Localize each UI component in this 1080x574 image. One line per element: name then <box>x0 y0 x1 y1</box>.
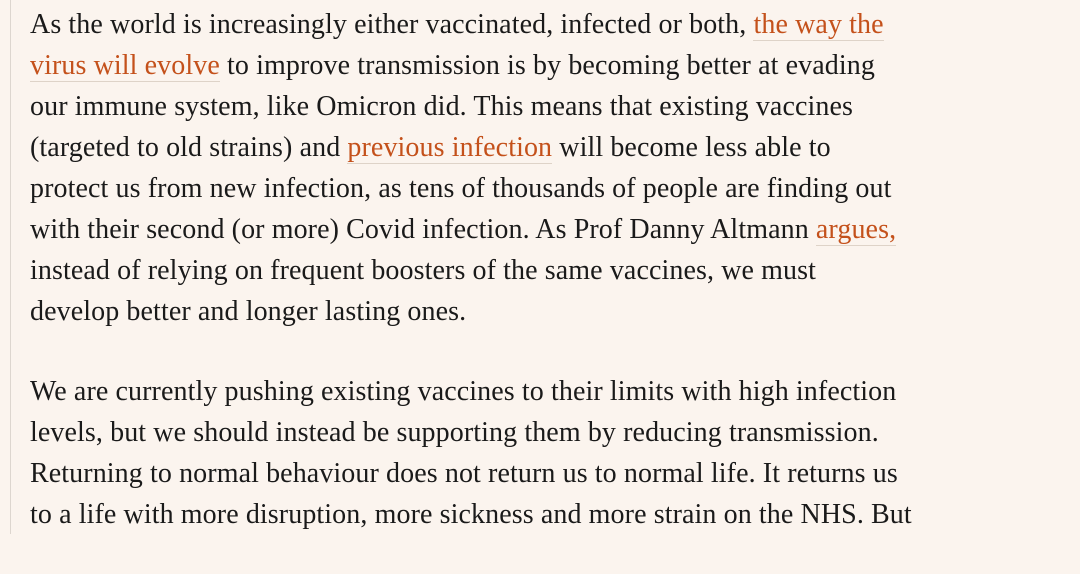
paragraph: As the world is increasingly either vacc… <box>30 4 1075 332</box>
inline-link[interactable]: virus will evolve <box>30 50 220 82</box>
text-line: to a life with more disruption, more sic… <box>30 494 1075 535</box>
inline-link[interactable]: previous infection <box>347 132 553 164</box>
text-run: develop better and longer lasting ones. <box>30 296 467 327</box>
text-line: As the world is increasingly either vacc… <box>30 4 1075 45</box>
text-line: develop better and longer lasting ones. <box>30 291 1075 332</box>
text-run: to a life with more disruption, more sic… <box>30 499 912 530</box>
text-run: instead of relying on frequent boosters … <box>30 255 817 286</box>
text-line: with their second (or more) Covid infect… <box>30 209 1075 250</box>
text-run: protect us from new infection, as tens o… <box>30 173 892 204</box>
text-run: (targeted to old strains) and <box>30 132 348 163</box>
text-line: (targeted to old strains) and previous i… <box>30 127 1075 168</box>
inline-link[interactable]: argues, <box>815 214 897 246</box>
text-run: with their second (or more) Covid infect… <box>30 214 816 245</box>
paragraph: We are currently pushing existing vaccin… <box>30 371 1075 535</box>
text-line: protect us from new infection, as tens o… <box>30 168 1075 209</box>
text-line: Returning to normal behaviour does not r… <box>30 453 1075 494</box>
text-line: instead of relying on frequent boosters … <box>30 250 1075 291</box>
column-divider <box>10 0 11 534</box>
text-run: As the world is increasingly either vacc… <box>30 9 754 40</box>
text-run: Returning to normal behaviour does not r… <box>30 458 898 489</box>
text-line: our immune system, like Omicron did. Thi… <box>30 86 1075 127</box>
text-run: to improve transmission is by becoming b… <box>219 50 875 81</box>
text-run: will become less able to <box>552 132 831 163</box>
text-line: levels, but we should instead be support… <box>30 412 1075 453</box>
inline-link[interactable]: the way the <box>753 9 884 41</box>
text-run: We are currently pushing existing vaccin… <box>30 376 897 407</box>
text-run: levels, but we should instead be support… <box>30 417 879 448</box>
text-line: We are currently pushing existing vaccin… <box>30 371 1075 412</box>
text-line: virus will evolve to improve transmissio… <box>30 45 1075 86</box>
article-body: As the world is increasingly either vacc… <box>30 4 1075 574</box>
text-run: our immune system, like Omicron did. Thi… <box>30 91 854 122</box>
